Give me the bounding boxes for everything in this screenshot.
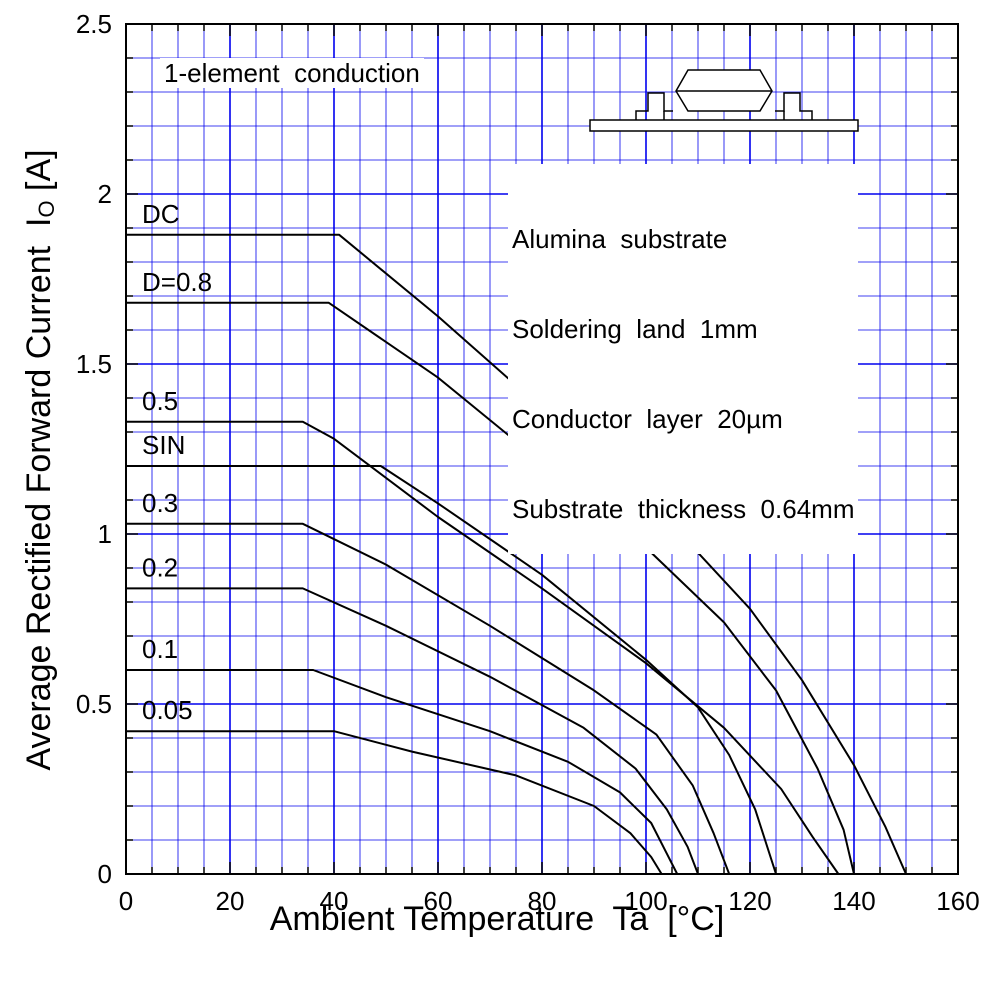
substrate-conditions-annotation: Alumina substrate Soldering land 1mm Con… [508,164,859,554]
x-tick-label: 140 [832,886,875,916]
y-axis-label-main: Average Rectified Forward Current I [20,217,58,771]
x-tick-label: 20 [216,886,245,916]
y-tick-label: 2.5 [76,9,112,39]
series-line-d-0-8 [126,301,855,875]
package-cross-section-diagram [589,69,859,132]
series-label: 0.2 [142,552,178,582]
series-label: 0.3 [142,488,178,518]
series-line-sin [126,465,777,875]
y-axis-label-unit: [A] [20,149,58,201]
series-line-0-2 [126,587,699,875]
y-tick-label: 0.5 [76,689,112,719]
series-label: 0.1 [142,634,178,664]
series-line-0-5 [126,420,840,875]
series-line-0-1 [126,669,679,875]
x-tick-label: 0 [119,886,133,916]
condition-line: Soldering land 1mm [512,314,758,344]
y-axis-label-subscript: O [34,200,59,218]
series-label: 0.05 [142,695,193,725]
x-tick-label: 60 [424,886,453,916]
series-label: DC [142,199,180,229]
y-tick-label: 0 [98,859,112,889]
series-line-0-3 [126,522,731,875]
y-tick-label: 2 [98,179,112,209]
series-label: D=0.8 [142,267,212,297]
tick-labels: 0 20 40 60 80 100 120 140 160 0 0.5 1 1.5 2 2.5 [76,9,980,916]
conduction-annotation: 1-element conduction [160,58,424,88]
condition-line: Conductor layer 20µm [512,404,783,434]
x-tick-label: 160 [936,886,979,916]
y-tick-label: 1 [98,519,112,549]
series-lines [126,233,907,875]
condition-line: Substrate thickness 0.64mm [512,494,855,524]
y-tick-label: 1.5 [76,349,112,379]
condition-line: Alumina substrate [512,224,728,254]
x-axis-label: Ambient Temperature Ta [°C] [269,900,725,938]
series-line-0-05 [126,730,663,875]
x-tick-label: 120 [728,886,771,916]
x-tick-label: 40 [320,886,349,916]
x-tick-label: 80 [528,886,557,916]
x-tick-label: 100 [624,886,667,916]
series-label: 0.5 [142,386,178,416]
series-labels: DC D=0.8 0.5 SIN 0.3 0.2 0.1 0.05 [142,199,212,725]
axis-ticks [125,23,959,875]
series-label: SIN [142,430,185,460]
